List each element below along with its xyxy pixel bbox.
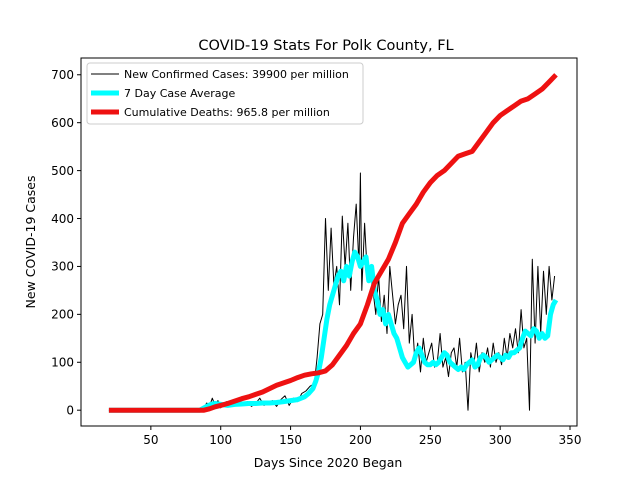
axes-frame (80, 57, 578, 427)
x-tick-label: 350 (559, 433, 582, 447)
series-line-3 (108, 73, 558, 413)
y-tick-label: 100 (51, 356, 74, 370)
x-tick-label: 250 (419, 433, 442, 447)
y-tick-label: 200 (51, 308, 74, 322)
x-axis-label: Days Since 2020 Began (254, 455, 403, 470)
x-tick-label: 50 (143, 433, 158, 447)
x-axis-ticks: 50 100 150 200 250 300 350 (143, 426, 581, 447)
legend-entry-1: New Confirmed Cases: 39900 per million (124, 68, 349, 81)
y-axis-label: New COVID-19 Cases (23, 176, 38, 309)
y-tick-label: 600 (51, 116, 74, 130)
y-tick-label: 0 (66, 403, 74, 417)
plot-lines (108, 73, 559, 413)
x-tick-label: 100 (209, 433, 232, 447)
y-axis-ticks: 0 100 200 300 400 500 600 700 (51, 68, 81, 417)
y-tick-label: 300 (51, 260, 74, 274)
legend-entry-3: Cumulative Deaths: 965.8 per million (124, 106, 330, 119)
chart-title: COVID-19 Stats For Polk County, FL (198, 38, 453, 54)
y-tick-label: 700 (51, 68, 74, 82)
y-tick-label: 500 (51, 164, 74, 178)
x-tick-label: 200 (349, 433, 372, 447)
x-tick-label: 300 (489, 433, 512, 447)
legend: New Confirmed Cases: 39900 per million 7 … (86, 62, 364, 125)
legend-entry-2: 7 Day Case Average (124, 87, 236, 100)
legend-box (86, 62, 364, 125)
y-tick-label: 400 (51, 212, 74, 226)
x-tick-label: 150 (279, 433, 302, 447)
series-line-2 (108, 249, 559, 413)
